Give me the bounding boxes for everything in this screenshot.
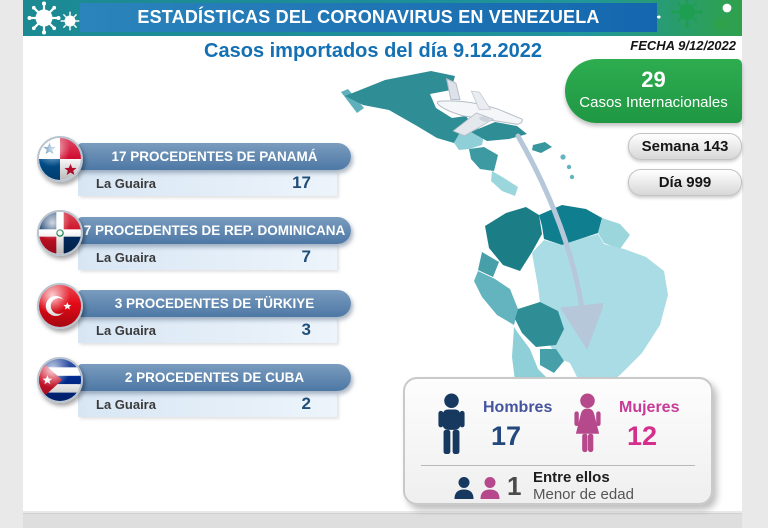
- origin-detail-row: La Guaira 2: [78, 391, 337, 417]
- minors-caption: Entre ellos Menor de edad: [533, 469, 634, 503]
- week-badge: Semana 143: [628, 133, 742, 160]
- origin-count: 17: [292, 173, 311, 192]
- turkiye-flag-icon: [37, 283, 83, 329]
- header-band: ESTADÍSTICAS DEL CORONAVIRUS EN VENEZUEL…: [23, 0, 742, 36]
- origin-title: 3 PROCEDENTES DE TÜRKIYE: [114, 296, 315, 311]
- flag-gloss: [39, 212, 81, 254]
- title-banner: ESTADÍSTICAS DEL CORONAVIRUS EN VENEZUEL…: [80, 3, 657, 32]
- origin-group-dominican-republic: 7 PROCEDENTES DE REP. DOMINICANA La Guai…: [37, 210, 351, 270]
- origin-count: 3: [301, 320, 311, 339]
- flag-gloss: [39, 138, 81, 180]
- day-badge: Día 999: [628, 169, 742, 196]
- origin-title-bar: 3 PROCEDENTES DE TÜRKIYE: [78, 290, 351, 317]
- origin-state: La Guaira: [96, 396, 156, 412]
- origin-detail-row: La Guaira 17: [78, 170, 337, 196]
- origin-state: La Guaira: [96, 322, 156, 338]
- gender-totals: Hombres 17 Mujeres 12: [405, 387, 711, 461]
- virus-icon: [722, 3, 732, 13]
- virus-icon: [27, 1, 61, 35]
- flight-path-arrow: [515, 133, 603, 350]
- origin-title-bar: 2 PROCEDENTES DE CUBA: [78, 364, 351, 391]
- origin-title: 7 PROCEDENTES DE REP. DOMINICANA: [83, 223, 346, 238]
- origin-group-panama: 17 PROCEDENTES DE PANAMÁ La Guaira 17: [37, 136, 351, 196]
- male-bust-icon: [454, 477, 474, 499]
- latin-america-map: [341, 71, 668, 437]
- date-label: FECHA 9/12/2022: [630, 38, 736, 53]
- male-icon: [438, 393, 465, 455]
- airplane-icon: [436, 78, 603, 350]
- infographic-canvas: ESTADÍSTICAS DEL CORONAVIRUS EN VENEZUEL…: [23, 0, 742, 511]
- dominican-republic-flag-icon: [37, 210, 83, 256]
- origin-title: 17 PROCEDENTES DE PANAMÁ: [111, 149, 318, 164]
- international-cases-count: 29: [641, 67, 666, 92]
- men-count: 17: [491, 421, 522, 451]
- origin-state: La Guaira: [96, 175, 156, 191]
- origin-count: 7: [301, 247, 311, 266]
- panama-flag-icon: [37, 136, 83, 182]
- women-count: 12: [627, 421, 658, 451]
- page-title: ESTADÍSTICAS DEL CORONAVIRUS EN VENEZUEL…: [137, 7, 600, 27]
- origin-detail-row: La Guaira 7: [78, 244, 337, 270]
- origin-group-cuba: 2 PROCEDENTES DE CUBA La Guaira 2: [37, 357, 351, 417]
- virus-icon: [60, 11, 80, 31]
- origin-count: 2: [301, 394, 311, 413]
- international-cases-box: 29 Casos Internacionales: [565, 59, 742, 123]
- flag-gloss: [39, 359, 81, 401]
- origin-detail-row: La Guaira 3: [78, 317, 337, 343]
- flag-gloss: [39, 285, 81, 327]
- minors-caption-line1: Entre ellos: [533, 469, 610, 486]
- minors-row: 1 Entre ellos Menor de edad: [405, 469, 711, 505]
- subtitle: Casos importados del día 9.12.2022: [204, 40, 542, 62]
- footer-strip: [23, 513, 742, 528]
- men-label: Hombres: [483, 399, 553, 416]
- cuba-flag-icon: [37, 357, 83, 403]
- virus-icon: [710, 13, 732, 35]
- female-bust-icon: [480, 477, 500, 499]
- origin-state: La Guaira: [96, 249, 156, 265]
- origin-group-turkiye: 3 PROCEDENTES DE TÜRKIYE La Guaira 3: [37, 283, 351, 343]
- virus-icon: [671, 0, 703, 28]
- women-label: Mujeres: [619, 399, 680, 416]
- gender-breakdown-panel: Hombres 17 Mujeres 12 1 Entre ellos Meno…: [403, 377, 713, 505]
- origin-title-bar: 7 PROCEDENTES DE REP. DOMINICANA: [78, 217, 351, 244]
- origin-title-bar: 17 PROCEDENTES DE PANAMÁ: [78, 143, 351, 170]
- female-icon: [574, 393, 601, 453]
- minors-count: 1: [507, 471, 522, 501]
- origin-title: 2 PROCEDENTES DE CUBA: [124, 370, 305, 385]
- minors-caption-line2: Menor de edad: [533, 486, 634, 503]
- international-cases-label: Casos Internacionales: [579, 94, 728, 111]
- panel-divider: [421, 465, 695, 466]
